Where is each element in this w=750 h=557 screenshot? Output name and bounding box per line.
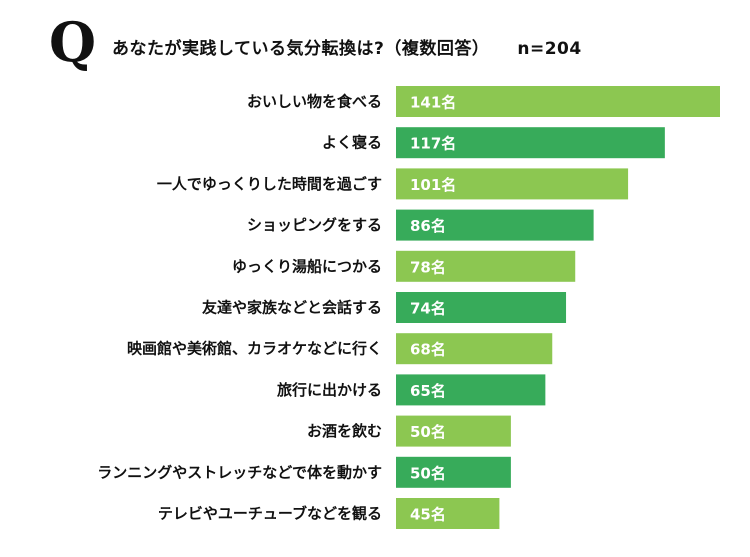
category-label-7: 映画館や美術館、カラオケなどに行く (127, 340, 382, 358)
category-label-5: ゆっくり湯船につかる (232, 257, 382, 275)
bar-5 (396, 250, 576, 282)
category-label-10: ランニングやストレッチなどで体を動かす (97, 463, 382, 481)
category-label-6: 友達や家族などと会話する (202, 299, 382, 317)
chart-title: あなたが実践している気分転換は?（複数回答） n=204 (112, 34, 582, 59)
bar-10 (396, 456, 511, 488)
value-label-10: 50名 (410, 464, 446, 482)
value-label-1: 141名 (410, 94, 456, 112)
bar-1 (396, 86, 720, 117)
bar-6 (396, 292, 567, 323)
value-label-4: 86名 (410, 217, 446, 235)
bar-8 (396, 374, 546, 406)
category-label-4: ショッピングをする (247, 216, 382, 234)
category-label-1: おいしい物を食べる (247, 93, 382, 111)
q-mark: Q (49, 10, 97, 74)
bar-7 (396, 333, 553, 365)
category-label-9: お酒を飲む (307, 422, 382, 440)
value-label-2: 117名 (410, 135, 456, 153)
bar-4 (396, 209, 594, 241)
bar-11 (396, 498, 500, 529)
value-label-5: 78名 (410, 258, 446, 276)
bar-3 (396, 168, 629, 200)
category-label-11: テレビやユーチューブなどを観る (158, 505, 382, 523)
sample-size: n=204 (517, 39, 582, 59)
value-label-3: 101名 (410, 176, 456, 194)
category-label-2: よく寝る (322, 134, 382, 152)
bar-9 (396, 415, 511, 447)
value-label-11: 45名 (410, 506, 446, 524)
category-label-8: 旅行に出かける (277, 381, 382, 399)
question-text: あなたが実践している気分転換は?（複数回答） (112, 39, 490, 59)
value-label-8: 65名 (410, 382, 446, 400)
value-label-6: 74名 (410, 300, 446, 318)
category-label-3: 一人でゆっくりした時間を過ごす (157, 175, 382, 193)
bar-2 (396, 127, 665, 159)
value-label-7: 68名 (410, 341, 446, 359)
value-label-9: 50名 (410, 423, 446, 441)
